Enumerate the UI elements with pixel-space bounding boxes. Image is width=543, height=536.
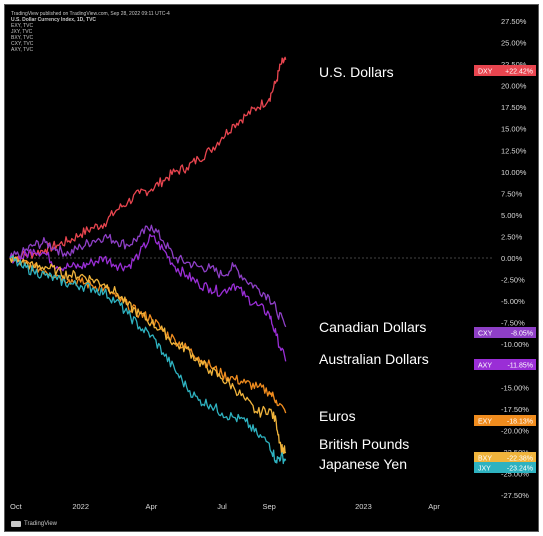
badge-bg [474, 462, 536, 473]
y-tick-label: 22.50% [501, 60, 527, 69]
symbol-line: EXY, TVC [11, 23, 34, 29]
badge-symbol: BXY [478, 456, 492, 463]
badge-cxy: CXY -8.05% [474, 327, 536, 338]
x-tick-label: 2022 [72, 502, 89, 511]
series-line-axy [9, 233, 287, 362]
badge-jxy: JXY -23.24% [474, 462, 536, 473]
y-axis: 27.50% 25.00% 22.50% 20.00% 17.50% 15.00% 12.5… [501, 17, 529, 500]
badge-bxy: BXY -22.38% [474, 452, 536, 463]
y-tick-label: -10.00% [501, 340, 529, 349]
series-label-cxy: Canadian Dollars [319, 319, 426, 335]
badge-bg [474, 65, 536, 76]
brand-label: TradingView [24, 521, 58, 527]
y-tick-label: -7.50% [501, 319, 525, 328]
y-tick-label: 10.00% [501, 168, 527, 177]
series-layer [9, 56, 287, 465]
chart-header: TradingView published on TradingView.com… [11, 11, 170, 53]
badge-bg [474, 452, 536, 463]
series-label-bxy: British Pounds [319, 436, 409, 452]
y-tick-label: 25.00% [501, 39, 527, 48]
x-tick-label: Jul [217, 502, 227, 511]
series-line-jxy [9, 255, 287, 465]
badge-symbol: AXY [478, 363, 492, 370]
badge-symbol: DXY [478, 69, 493, 76]
y-tick-label: -25.00% [501, 469, 529, 478]
x-axis: Oct 2022 Apr Jul Sep 2023 Apr [10, 502, 440, 511]
y-tick-label: 20.00% [501, 82, 527, 91]
y-tick-label: -20.00% [501, 426, 529, 435]
series-annotations: U.S. Dollars Canadian Dollars Australian D… [319, 64, 429, 472]
y-tick-label: 27.50% [501, 17, 527, 26]
x-tick-label: Sep [262, 502, 275, 511]
y-tick-label: 0.00% [501, 254, 523, 263]
badge-exy: EXY -18.13% [474, 415, 536, 426]
badge-value: +22.42% [505, 69, 533, 76]
series-label-jxy: Japanese Yen [319, 456, 407, 472]
badge-symbol: CXY [478, 331, 493, 338]
y-tick-label: 2.50% [501, 232, 523, 241]
line-chart[interactable]: 27.50% 25.00% 22.50% 20.00% 17.50% 15.00% 12.5… [5, 5, 539, 532]
x-tick-label: Oct [10, 502, 23, 511]
badge-value: -18.13% [507, 419, 533, 426]
badge-symbol: EXY [478, 419, 492, 426]
y-tick-label: 5.00% [501, 211, 523, 220]
y-tick-label: 15.00% [501, 125, 527, 134]
y-tick-label: -15.00% [501, 383, 529, 392]
index-title: U.S. Dollar Currency Index, 1D, TVC [11, 17, 97, 23]
series-label-exy: Euros [319, 408, 356, 424]
badge-bg [474, 327, 536, 338]
badge-value: -8.05% [511, 331, 533, 338]
series-line-cxy [9, 224, 287, 328]
badge-value: -11.85% [507, 363, 533, 370]
series-line-exy [9, 256, 287, 414]
y-tick-label: -2.50% [501, 276, 525, 285]
tradingview-logo-icon [11, 521, 21, 527]
series-line-dxy [9, 56, 287, 262]
y-tick-label: -17.50% [501, 405, 529, 414]
badge-value: -22.38% [507, 456, 533, 463]
y-tick-label: 7.50% [501, 189, 523, 198]
symbol-line: JXY, TVC [11, 29, 33, 35]
series-line-bxy [9, 254, 287, 455]
badge-symbol: JXY [478, 466, 491, 473]
symbol-line: BXY, TVC [11, 35, 34, 41]
symbol-line: AXY, TVC [11, 47, 34, 53]
badge-bg [474, 359, 536, 370]
x-tick-label: 2023 [355, 502, 372, 511]
chart-frame: TradingView published on TradingView.com… [4, 4, 539, 532]
badge-dxy: DXY +22.42% [474, 65, 536, 76]
badge-axy: AXY -11.85% [474, 359, 536, 370]
symbol-line: CXY, TVC [11, 41, 34, 47]
chart-footer: TradingView [11, 521, 57, 527]
publisher-line: TradingView published on TradingView.com… [11, 11, 170, 17]
series-label-dxy: U.S. Dollars [319, 64, 394, 80]
x-tick-label: Apr [428, 502, 440, 511]
series-badges: DXY +22.42% CXY -8.05% AXY -11.85% EXY -18.13% B… [474, 65, 536, 473]
y-tick-label: 12.50% [501, 146, 527, 155]
y-tick-label: 17.50% [501, 103, 527, 112]
x-tick-label: Apr [146, 502, 158, 511]
badge-bg [474, 415, 536, 426]
series-label-axy: Australian Dollars [319, 351, 429, 367]
y-tick-label: -27.50% [501, 491, 529, 500]
badge-value: -23.24% [507, 466, 533, 473]
y-tick-label: -5.00% [501, 297, 525, 306]
